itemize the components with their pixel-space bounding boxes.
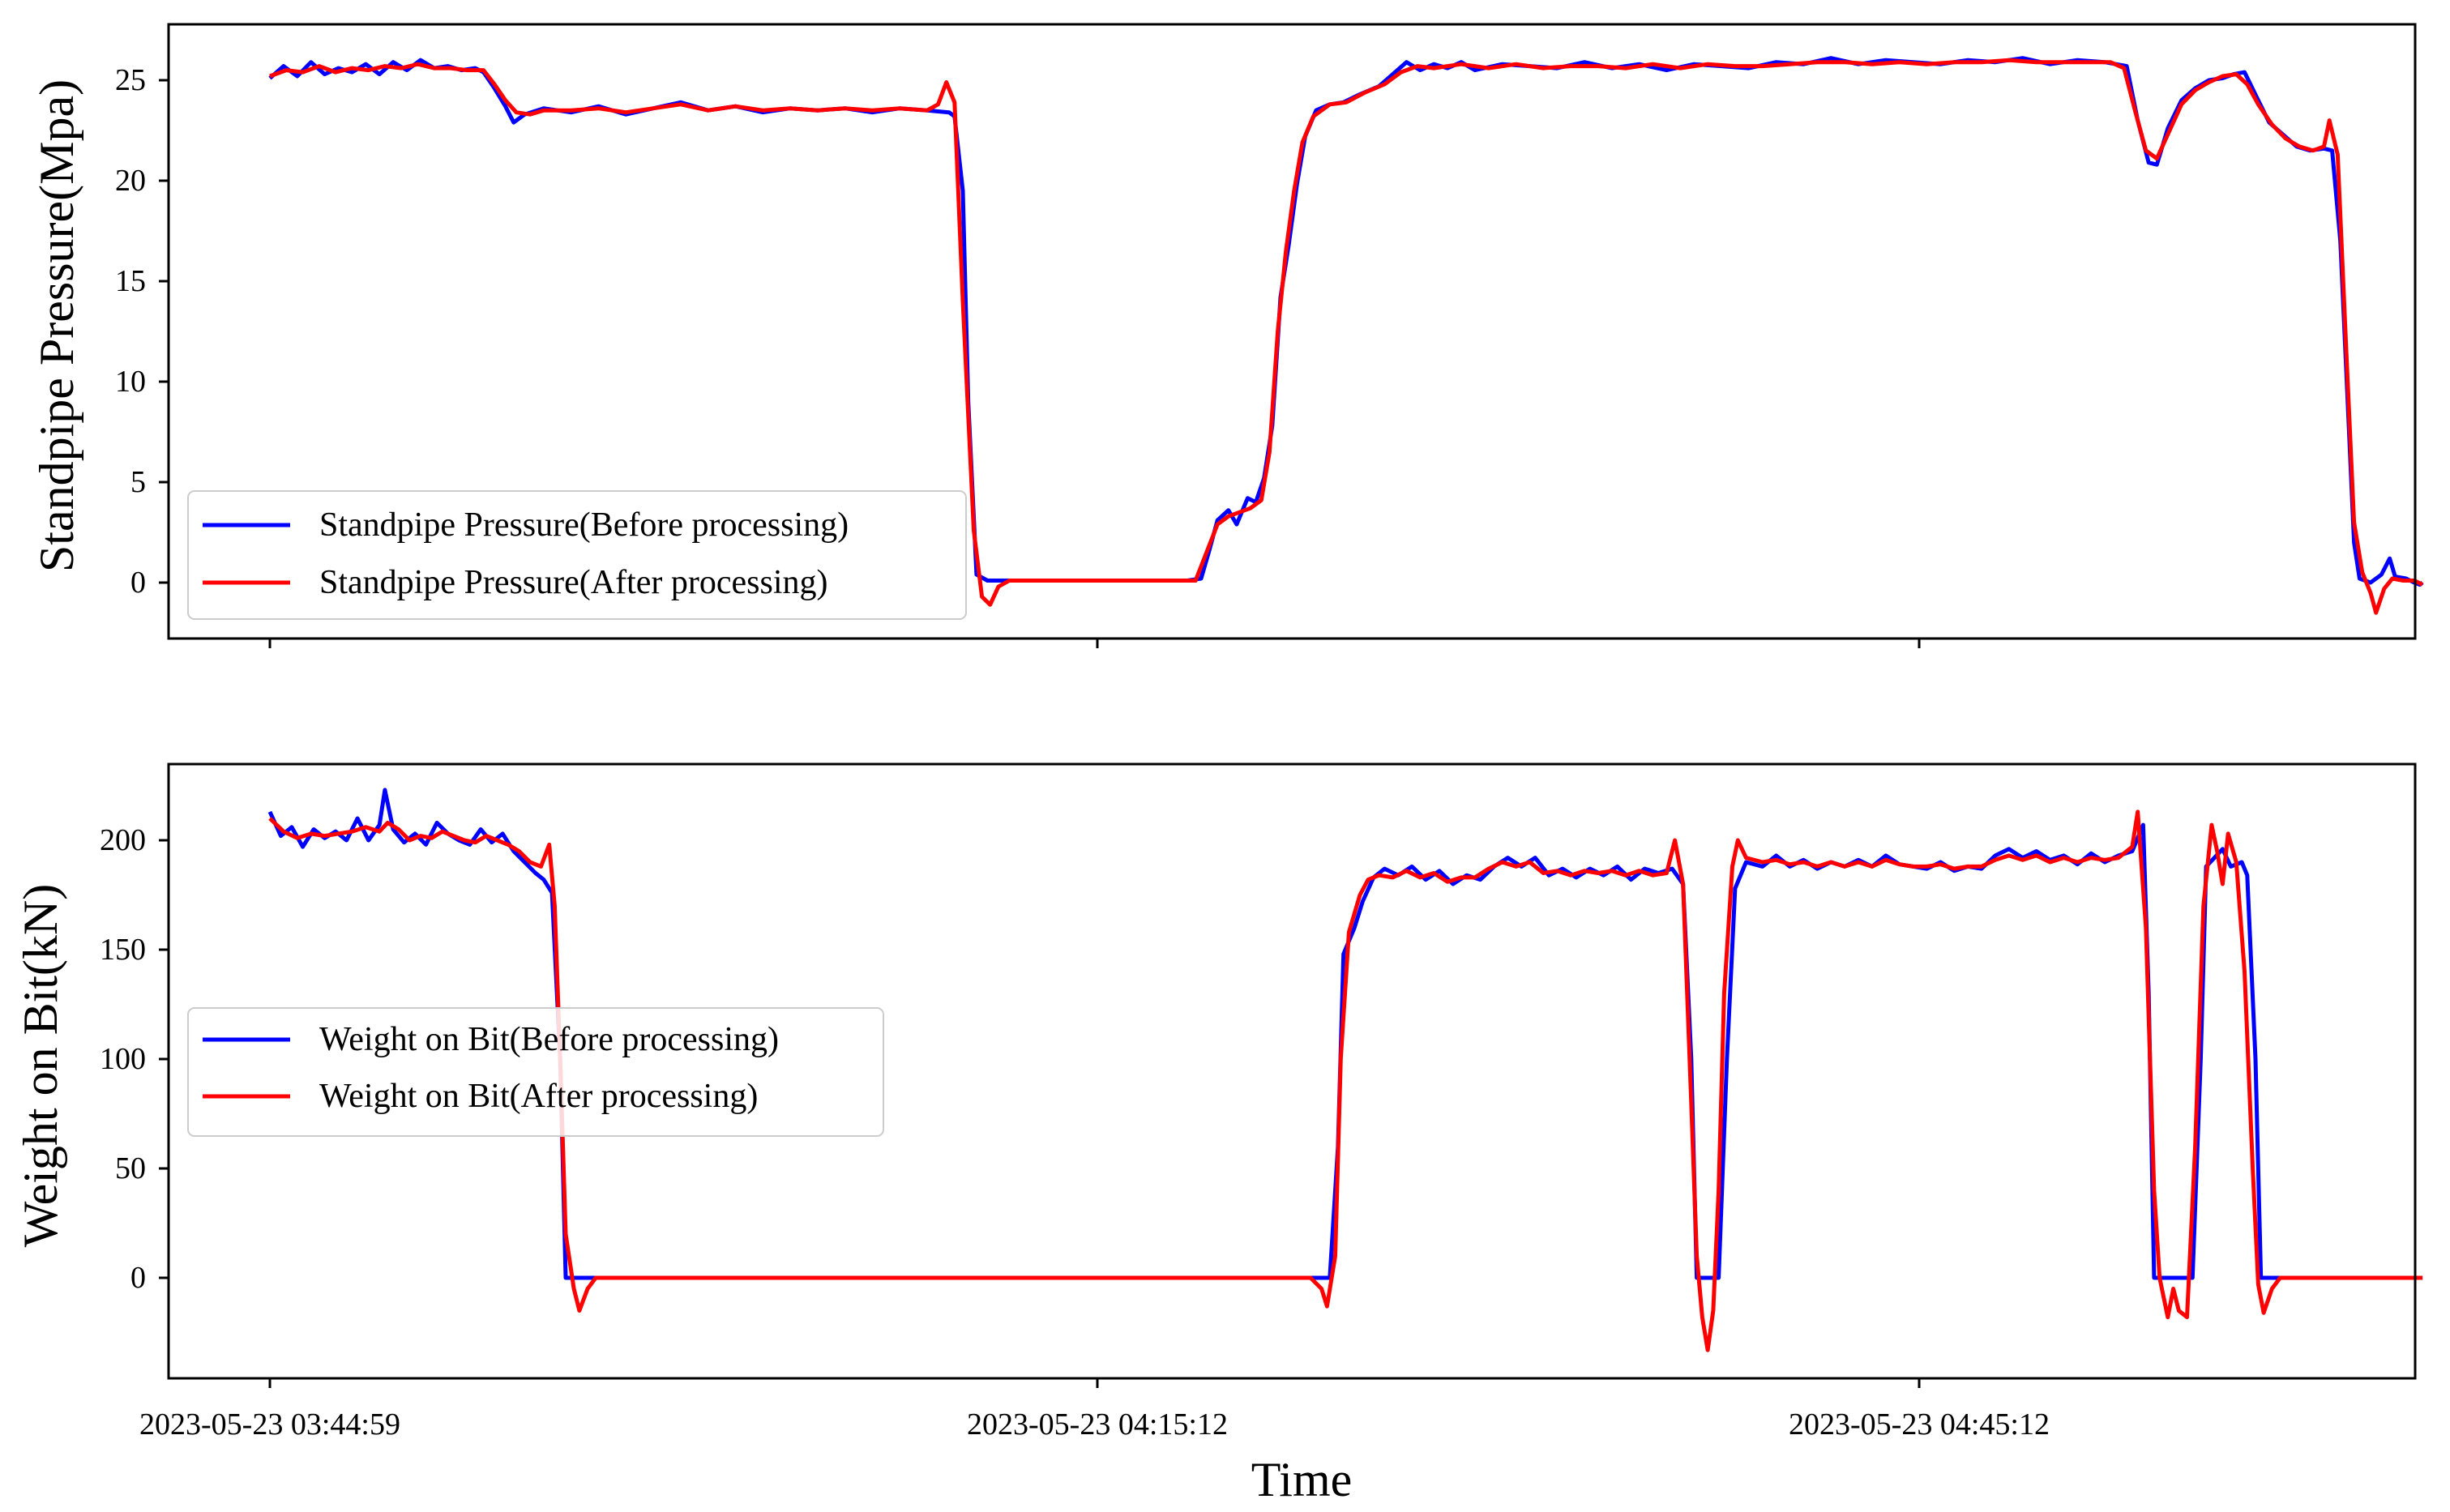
top-legend-label-after: Standpipe Pressure(After processing) — [319, 564, 828, 601]
top-legend-label-before: Standpipe Pressure(Before processing) — [319, 506, 849, 544]
bottom-y-tick-label-100: 100 — [100, 1042, 146, 1076]
bottom-legend-label-before: Weight on Bit(Before processing) — [319, 1021, 779, 1058]
top-y-tick-label-5: 5 — [130, 465, 146, 499]
bottom-legend: Weight on Bit(Before processing) Weight … — [187, 1007, 884, 1137]
bottom-y-tick-label-150: 150 — [100, 933, 146, 967]
x-axis-title: Time — [1251, 1453, 1353, 1506]
top-y-tick-label-15: 15 — [115, 264, 146, 298]
top-y-tick-label-20: 20 — [115, 164, 146, 198]
top-legend: Standpipe Pressure(Before processing) St… — [187, 490, 967, 620]
top-y-tick-label-0: 0 — [130, 566, 146, 600]
bottom-x-ticks: 2023-05-23 03:44:59 2023-05-23 04:15:12 … — [139, 1378, 2050, 1442]
panel-standpipe-pressure: 0 5 10 15 20 25 Standpipe Pressure(Mpa) … — [30, 23, 2424, 648]
top-x-ticks — [268, 639, 1921, 648]
top-y-ticks: 0 5 10 15 20 25 — [115, 63, 169, 600]
bottom-x-tick-label-2: 2023-05-23 04:45:12 — [1789, 1407, 2050, 1442]
bottom-y-tick-label-0: 0 — [130, 1261, 146, 1295]
panel-weight-on-bit: 2023-05-23 03:44:59 2023-05-23 04:15:12 … — [14, 762, 2423, 1506]
bottom-legend-box — [187, 1007, 884, 1137]
bottom-y-ticks: 0 50 100 150 200 — [100, 823, 169, 1295]
bottom-y-tick-label-200: 200 — [100, 823, 146, 857]
bottom-y-axis-title: Weight on Bit(kN) — [14, 884, 67, 1247]
bottom-plot-frame — [167, 762, 2417, 1380]
top-legend-box — [187, 490, 967, 620]
bottom-x-tick-label-1: 2023-05-23 04:15:12 — [967, 1407, 1228, 1442]
top-y-axis-title: Standpipe Pressure(Mpa) — [30, 79, 83, 572]
bottom-legend-label-after: Weight on Bit(After processing) — [319, 1078, 758, 1115]
bottom-x-tick-label-0: 2023-05-23 03:44:59 — [139, 1407, 400, 1442]
top-y-tick-label-10: 10 — [115, 365, 146, 399]
series-line-wob-before — [267, 788, 2423, 1280]
top-y-tick-label-25: 25 — [115, 63, 146, 97]
series-line-wob-after — [268, 809, 2423, 1352]
bottom-y-tick-label-50: 50 — [115, 1151, 146, 1185]
top-plot-frame — [167, 23, 2417, 640]
series-line-standpipe-after — [269, 58, 2424, 615]
